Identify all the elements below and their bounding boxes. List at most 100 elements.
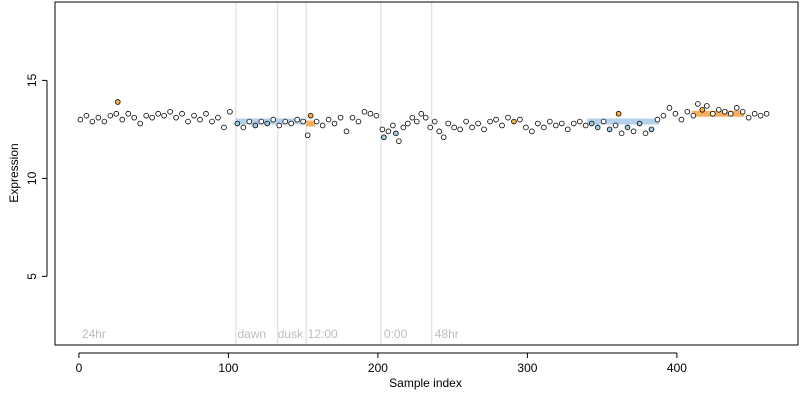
data-point — [535, 120, 541, 127]
data-point — [436, 128, 443, 135]
data-point — [276, 122, 283, 129]
data-point — [349, 114, 356, 121]
data-point — [215, 114, 221, 121]
data-point — [355, 118, 362, 125]
data-point — [137, 120, 144, 127]
data-point — [704, 103, 710, 109]
data-point — [396, 138, 402, 144]
data-point — [699, 107, 706, 113]
data-point — [654, 116, 661, 123]
data-point — [757, 112, 764, 119]
data-point — [517, 116, 523, 123]
data-point — [400, 124, 407, 131]
data-point — [733, 105, 740, 111]
data-point — [427, 124, 434, 131]
data-point — [197, 116, 203, 123]
data-point — [695, 101, 701, 107]
data-point — [313, 118, 320, 125]
time-annotation-label: 48hr — [435, 327, 459, 341]
data-point — [642, 130, 649, 137]
data-point — [547, 118, 553, 125]
data-point — [469, 124, 475, 131]
x-tick-label: 200 — [368, 361, 388, 375]
time-annotation-label: dusk — [278, 327, 304, 341]
data-point — [161, 112, 167, 119]
data-point — [264, 120, 271, 127]
data-point — [481, 126, 487, 133]
x-tick-label: 300 — [517, 361, 537, 375]
data-point — [615, 110, 622, 117]
data-point — [149, 114, 155, 121]
data-point — [630, 128, 637, 135]
data-point — [463, 118, 469, 125]
data-point — [499, 122, 505, 129]
data-point — [684, 108, 691, 115]
data-point — [101, 118, 108, 125]
data-point — [325, 116, 332, 123]
x-tick-label: 100 — [218, 361, 238, 375]
data-point — [582, 122, 589, 129]
x-tick-label: 400 — [667, 361, 687, 375]
data-point — [304, 132, 311, 139]
y-tick-label: 15 — [25, 73, 39, 87]
data-point — [385, 128, 392, 135]
y-axis-title: Expression — [7, 143, 21, 202]
data-point — [445, 120, 451, 127]
data-point — [541, 124, 547, 131]
data-point — [77, 116, 84, 123]
data-point — [405, 120, 411, 127]
data-point — [409, 114, 416, 121]
data-point — [381, 134, 387, 141]
data-point — [739, 108, 746, 115]
data-point — [678, 116, 685, 123]
data-point — [143, 112, 149, 119]
data-point — [606, 126, 613, 133]
time-annotations: 24hr dawn dusk 12:00 0:00 48hr — [82, 327, 459, 341]
data-point — [125, 110, 132, 117]
data-point — [727, 110, 734, 117]
data-point — [185, 118, 191, 125]
data-point — [636, 120, 643, 127]
data-point — [709, 110, 716, 117]
vertical-guide-lines — [235, 2, 433, 345]
data-point — [624, 124, 631, 131]
data-point — [234, 120, 241, 127]
data-point — [89, 118, 96, 125]
y-tick-label: 10 — [25, 171, 39, 185]
data-point — [83, 112, 90, 119]
data-point — [252, 122, 259, 129]
data-point — [390, 122, 396, 129]
data-point — [114, 99, 121, 105]
data-point — [227, 108, 233, 115]
data-point — [393, 130, 399, 137]
data-point — [422, 114, 429, 121]
time-annotation-label: 12:00 — [308, 327, 338, 341]
data-point — [107, 112, 114, 119]
data-point — [270, 116, 277, 123]
data-point — [715, 107, 722, 113]
data-point — [431, 118, 438, 125]
y-axis: 5 10 15 — [25, 73, 48, 280]
data-point — [763, 110, 770, 117]
data-point — [672, 110, 679, 117]
data-point — [576, 118, 583, 125]
data-point — [246, 118, 253, 125]
data-point — [648, 126, 655, 133]
data-point — [612, 122, 619, 129]
data-point — [367, 110, 374, 117]
data-point — [155, 110, 161, 117]
data-point — [721, 108, 728, 115]
data-point — [307, 112, 314, 119]
data-point — [179, 110, 185, 117]
data-point — [493, 116, 499, 123]
data-point — [418, 110, 425, 117]
data-point — [523, 124, 529, 131]
data-point — [209, 118, 215, 125]
data-point — [167, 108, 173, 115]
data-point — [457, 126, 463, 133]
data-point — [337, 114, 344, 121]
data-point — [529, 128, 535, 135]
data-point — [95, 114, 102, 121]
data-point — [558, 120, 565, 127]
